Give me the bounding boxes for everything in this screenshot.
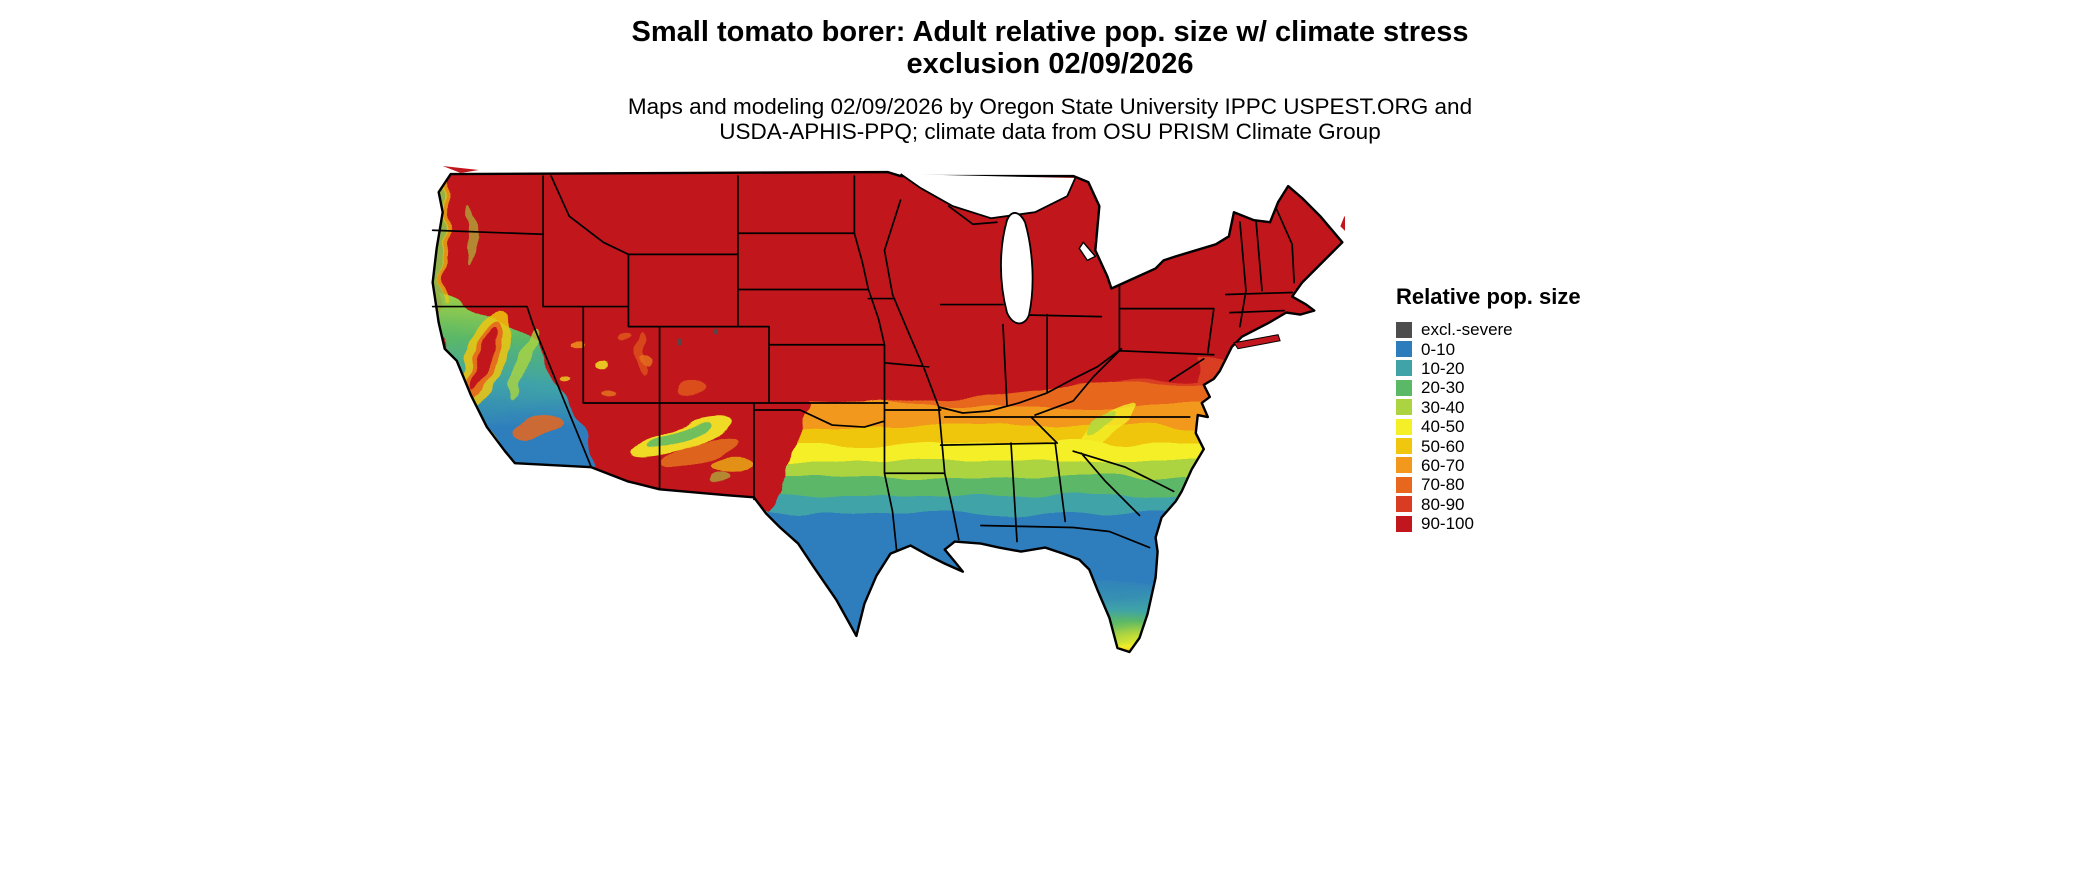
state-borders [431, 175, 1296, 551]
legend-item: 40-50 [1396, 417, 1581, 436]
legend-label: 80-90 [1421, 494, 1465, 514]
legend-label: 20-30 [1421, 378, 1465, 398]
map-title-line1: Small tomato borer: Adult relative pop. … [631, 16, 1469, 48]
us-map [431, 166, 1345, 654]
legend-label: excl.-severe [1421, 320, 1513, 340]
legend-label: 70-80 [1421, 475, 1465, 495]
legend-swatch [1396, 438, 1412, 455]
legend-swatch [1396, 457, 1412, 474]
conus-map [430, 164, 1345, 656]
legend-item: 0-10 [1396, 339, 1581, 358]
legend-swatch [1396, 360, 1412, 377]
legend-item: 60-70 [1396, 456, 1581, 475]
legend-label: 10-20 [1421, 358, 1465, 378]
map-title-line2: exclusion 02/09/2026 [906, 48, 1194, 80]
map-title: Small tomato borer: Adult relative pop. … [0, 16, 2100, 80]
legend-swatch [1396, 418, 1412, 435]
map-subtitle-line1: Maps and modeling 02/09/2026 by Oregon S… [627, 94, 1473, 119]
legend: Relative pop. size excl.-severe 0-10 10-… [1396, 284, 1581, 533]
legend-swatch [1396, 341, 1412, 358]
lake-superior-shore [900, 173, 1077, 220]
legend-label: 40-50 [1421, 417, 1465, 437]
legend-swatch [1396, 515, 1412, 532]
map-subtitle-line2: USDA-APHIS-PPQ; climate data from OSU PR… [719, 119, 1381, 144]
legend-label: 30-40 [1421, 397, 1465, 417]
legend-item: 10-20 [1396, 359, 1581, 378]
long-island [1233, 334, 1281, 350]
lake-michigan [1000, 212, 1034, 325]
legend-item: 80-90 [1396, 495, 1581, 514]
legend-item: 20-30 [1396, 378, 1581, 397]
legend-label: 60-70 [1421, 455, 1465, 475]
legend-label: 90-100 [1421, 514, 1474, 534]
legend-swatch [1396, 379, 1412, 396]
legend-swatch [1396, 399, 1412, 416]
legend-item: 70-80 [1396, 475, 1581, 494]
legend-item: 90-100 [1396, 514, 1581, 533]
legend-item: 30-40 [1396, 398, 1581, 417]
legend-label: 0-10 [1421, 339, 1456, 359]
legend-item: excl.-severe [1396, 320, 1581, 339]
canada-fragments [442, 166, 1345, 231]
saginaw-bay [1078, 241, 1097, 262]
legend-swatch [1396, 321, 1412, 338]
map-subtitle: Maps and modeling 02/09/2026 by Oregon S… [0, 94, 2100, 144]
legend-item: 50-60 [1396, 436, 1581, 455]
legend-swatch [1396, 476, 1412, 493]
great-lakes [900, 173, 1097, 325]
legend-label: 50-60 [1421, 436, 1465, 456]
legend-title: Relative pop. size [1396, 284, 1581, 309]
legend-swatch [1396, 496, 1412, 513]
